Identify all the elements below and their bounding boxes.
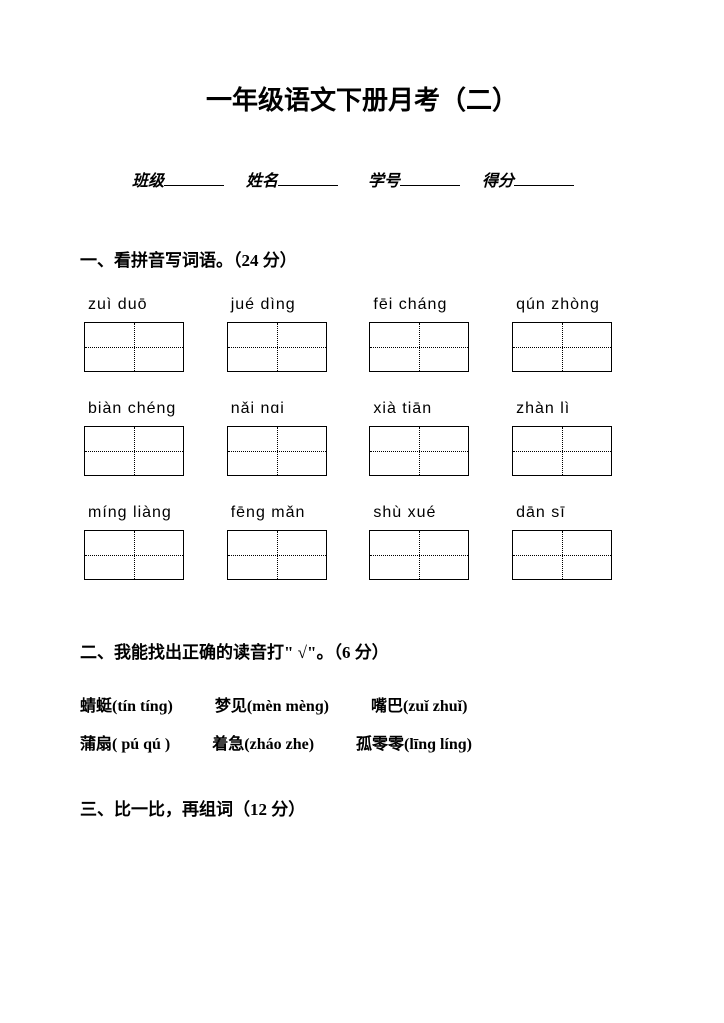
pinyin-label: nǎi nɑi <box>227 400 355 418</box>
pinyin-item: jué dìnɡ <box>227 296 355 372</box>
pinyin-label: biàn chénɡ <box>84 400 212 418</box>
q2-heading: 二、我能找出正确的读音打" √"。（6 分） <box>80 638 644 663</box>
pinyin-item: mínɡ liànɡ <box>84 504 212 580</box>
pinyin-item: zuì duō <box>84 296 212 372</box>
pinyin-label: dān sī <box>512 504 640 522</box>
pronunciation-pair: 嘴巴(zuǐ zhuǐ) <box>371 688 467 726</box>
score-label: 得分 <box>482 173 514 190</box>
q3-heading: 三、比一比，再组词（12 分） <box>80 795 644 820</box>
pronunciation-pair: 蜻蜓(tín tínɡ) <box>80 688 173 726</box>
name-blank[interactable] <box>278 185 338 186</box>
pinyin-label: fēnɡ mǎn <box>227 504 355 522</box>
char-box[interactable] <box>84 530 184 580</box>
pinyin-label: shù xué <box>369 504 497 522</box>
pinyin-label: qún zhònɡ <box>512 296 640 314</box>
pronunciation-pair: 梦见(mèn mènɡ) <box>215 688 329 726</box>
name-label: 姓名 <box>246 173 278 190</box>
student-info-row: 班级 姓名 学号 得分 <box>80 167 644 191</box>
pinyin-label: zuì duō <box>84 296 212 314</box>
char-box[interactable] <box>369 426 469 476</box>
char-box[interactable] <box>84 322 184 372</box>
page-title: 一年级语文下册月考（二） <box>80 80 644 117</box>
pinyin-item: zhàn lì <box>512 400 640 476</box>
char-box[interactable] <box>227 322 327 372</box>
pinyin-item: xià tiān <box>369 400 497 476</box>
pinyin-label: mínɡ liànɡ <box>84 504 212 522</box>
class-label: 班级 <box>132 173 164 190</box>
id-blank[interactable] <box>400 185 460 186</box>
pinyin-item: fēi chánɡ <box>369 296 497 372</box>
char-box[interactable] <box>369 530 469 580</box>
pinyin-label: xià tiān <box>369 400 497 418</box>
char-box[interactable] <box>369 322 469 372</box>
q1-heading: 一、看拼音写词语。（24 分） <box>80 246 644 271</box>
pinyin-item: qún zhònɡ <box>512 296 640 372</box>
id-label: 学号 <box>368 173 400 190</box>
class-blank[interactable] <box>164 185 224 186</box>
pinyin-item: dān sī <box>512 504 640 580</box>
char-box[interactable] <box>512 322 612 372</box>
pronunciation-pair: 着急(zháo zhe) <box>212 726 314 764</box>
pinyin-item: nǎi nɑi <box>227 400 355 476</box>
q1-grid: zuì duō jué dìnɡ fēi chánɡ qún zhònɡ biàn ch… <box>80 296 644 608</box>
pronunciation-pair: 孤零零(līnɡ línɡ) <box>356 726 472 764</box>
q2-content: 蜻蜓(tín tínɡ) 梦见(mèn mènɡ) 嘴巴(zuǐ zhuǐ) 蒲扇( … <box>80 688 644 765</box>
pinyin-item: shù xué <box>369 504 497 580</box>
char-box[interactable] <box>84 426 184 476</box>
char-box[interactable] <box>227 426 327 476</box>
pinyin-item: fēnɡ mǎn <box>227 504 355 580</box>
char-box[interactable] <box>227 530 327 580</box>
pinyin-label: fēi chánɡ <box>369 296 497 314</box>
char-box[interactable] <box>512 426 612 476</box>
score-blank[interactable] <box>514 185 574 186</box>
char-box[interactable] <box>512 530 612 580</box>
pronunciation-pair: 蒲扇( pú qú ) <box>80 726 170 764</box>
pinyin-label: zhàn lì <box>512 400 640 418</box>
pinyin-item: biàn chénɡ <box>84 400 212 476</box>
pinyin-label: jué dìnɡ <box>227 296 355 314</box>
